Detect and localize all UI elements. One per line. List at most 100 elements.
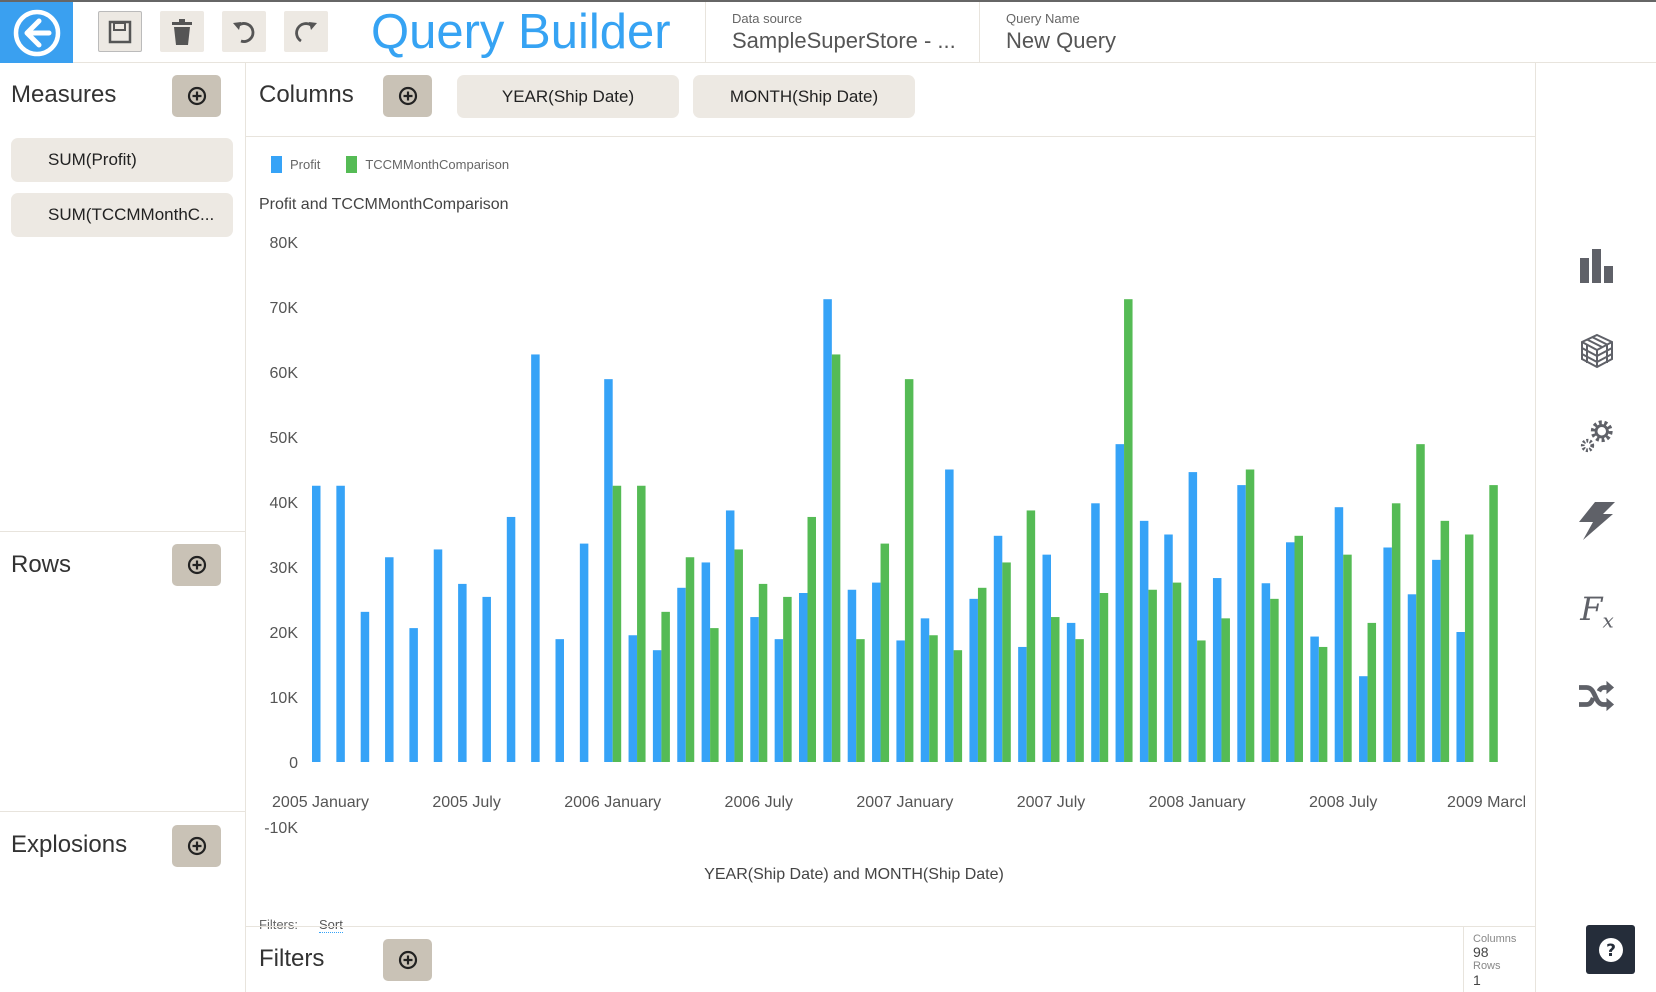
measure-pill-tccm[interactable]: SUM(TCCMMonthC... — [11, 193, 233, 237]
bar-comparison[interactable] — [904, 379, 914, 762]
bar-profit[interactable] — [1261, 583, 1271, 762]
bar-comparison[interactable] — [1318, 646, 1328, 762]
bar-profit[interactable] — [847, 589, 857, 762]
data-source-selector[interactable]: Data source SampleSuperStore - ... — [705, 2, 979, 63]
bar-profit[interactable] — [969, 598, 978, 762]
bar-comparison[interactable] — [1343, 554, 1352, 762]
bar-comparison[interactable] — [758, 583, 768, 762]
bar-profit[interactable] — [312, 485, 321, 762]
bar-profit[interactable] — [1115, 444, 1125, 762]
bar-profit[interactable] — [1310, 636, 1319, 762]
shuffle-button[interactable] — [1579, 678, 1615, 714]
bar-profit[interactable] — [774, 639, 784, 762]
bar-profit[interactable] — [1091, 503, 1100, 762]
bar-profit[interactable] — [1286, 542, 1295, 762]
bar-profit[interactable] — [1066, 622, 1076, 762]
bar-comparison[interactable] — [1148, 589, 1157, 762]
bar-comparison[interactable] — [637, 485, 646, 762]
bar-comparison[interactable] — [1464, 534, 1474, 763]
bar-comparison[interactable] — [1367, 622, 1377, 762]
bar-comparison[interactable] — [734, 549, 743, 762]
measure-pill-profit[interactable]: SUM(Profit) — [11, 138, 233, 182]
bar-profit[interactable] — [1042, 554, 1052, 762]
formula-button[interactable]: Fx — [1579, 590, 1615, 632]
bar-profit[interactable] — [872, 582, 881, 762]
bar-profit[interactable] — [409, 628, 418, 762]
bar-profit[interactable] — [506, 516, 516, 762]
undo-button[interactable] — [222, 11, 266, 52]
bar-comparison[interactable] — [1026, 510, 1036, 762]
bar-profit[interactable] — [1237, 485, 1246, 762]
bar-profit[interactable] — [896, 640, 905, 762]
bar-profit[interactable] — [1359, 676, 1368, 762]
bar-profit[interactable] — [385, 557, 394, 762]
bar-comparison[interactable] — [1416, 444, 1425, 762]
bar-comparison[interactable] — [807, 516, 817, 762]
add-explosion-button[interactable] — [172, 825, 221, 867]
settings-button[interactable] — [1579, 418, 1615, 454]
bar-profit[interactable] — [1407, 594, 1417, 762]
bar-comparison[interactable] — [1245, 469, 1255, 763]
back-button[interactable] — [0, 2, 73, 63]
bar-comparison[interactable] — [831, 354, 841, 762]
bar-comparison[interactable] — [1294, 535, 1304, 762]
bar-comparison[interactable] — [710, 628, 719, 762]
bar-comparison[interactable] — [953, 650, 963, 762]
bar-profit[interactable] — [993, 535, 1003, 762]
save-button[interactable] — [98, 11, 142, 52]
bar-profit[interactable] — [920, 618, 930, 762]
delete-button[interactable] — [160, 11, 204, 52]
bar-comparison[interactable] — [612, 485, 622, 762]
bar-profit[interactable] — [652, 650, 662, 762]
bar-comparison[interactable] — [685, 557, 695, 762]
bar-profit[interactable] — [433, 549, 443, 762]
bar-profit[interactable] — [677, 587, 686, 762]
add-column-button[interactable] — [383, 75, 432, 117]
bar-comparison[interactable] — [1440, 520, 1450, 762]
bar-profit[interactable] — [823, 299, 832, 762]
bar-comparison[interactable] — [1002, 562, 1011, 762]
bar-profit[interactable] — [1456, 632, 1465, 762]
bar-profit[interactable] — [1432, 559, 1441, 762]
column-pill-month[interactable]: MONTH(Ship Date) — [693, 75, 915, 118]
bar-comparison[interactable] — [661, 611, 670, 762]
bar-comparison[interactable] — [1197, 640, 1206, 762]
bar-comparison[interactable] — [1124, 299, 1133, 762]
help-button[interactable]: ? — [1586, 925, 1635, 974]
bar-profit[interactable] — [725, 510, 735, 762]
bar-comparison[interactable] — [1391, 503, 1401, 762]
bar-comparison[interactable] — [856, 639, 865, 762]
add-row-button[interactable] — [172, 544, 221, 586]
bar-profit[interactable] — [628, 635, 638, 762]
bar-profit[interactable] — [531, 354, 540, 762]
bar-profit[interactable] — [579, 543, 589, 762]
bar-comparison[interactable] — [1075, 639, 1084, 762]
bar-profit[interactable] — [1139, 520, 1149, 762]
bar-profit[interactable] — [1383, 547, 1392, 763]
add-filter-button[interactable] — [383, 939, 432, 981]
add-measure-button[interactable] — [172, 75, 221, 117]
bar-comparison[interactable] — [1051, 617, 1060, 762]
bar-comparison[interactable] — [1270, 598, 1279, 762]
bar-comparison[interactable] — [1221, 618, 1230, 762]
bar-profit[interactable] — [482, 596, 491, 762]
bar-profit[interactable] — [1188, 472, 1198, 762]
bar-comparison[interactable] — [880, 543, 890, 762]
quick-action-button[interactable] — [1579, 502, 1615, 540]
chart-type-button[interactable] — [1579, 248, 1615, 284]
bar-profit[interactable] — [555, 639, 565, 762]
bar-profit[interactable] — [750, 617, 759, 762]
query-name-field[interactable]: Query Name New Query — [979, 2, 1656, 63]
bar-comparison[interactable] — [1489, 485, 1498, 762]
bar-profit[interactable] — [1212, 578, 1222, 762]
bar-profit[interactable] — [360, 611, 370, 762]
bar-profit[interactable] — [701, 562, 711, 762]
bar-profit[interactable] — [336, 485, 345, 762]
bar-profit[interactable] — [1164, 534, 1173, 763]
bar-comparison[interactable] — [783, 596, 792, 762]
bar-profit[interactable] — [1018, 646, 1027, 762]
bar-comparison[interactable] — [929, 635, 938, 762]
bar-profit[interactable] — [945, 469, 954, 763]
cube-button[interactable] — [1579, 333, 1615, 369]
bar-comparison[interactable] — [977, 587, 987, 762]
